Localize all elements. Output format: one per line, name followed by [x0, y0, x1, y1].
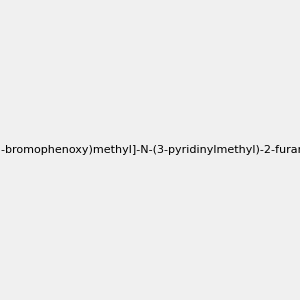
Text: 5-[(2-bromophenoxy)methyl]-N-(3-pyridinylmethyl)-2-furamide: 5-[(2-bromophenoxy)methyl]-N-(3-pyridiny…: [0, 145, 300, 155]
